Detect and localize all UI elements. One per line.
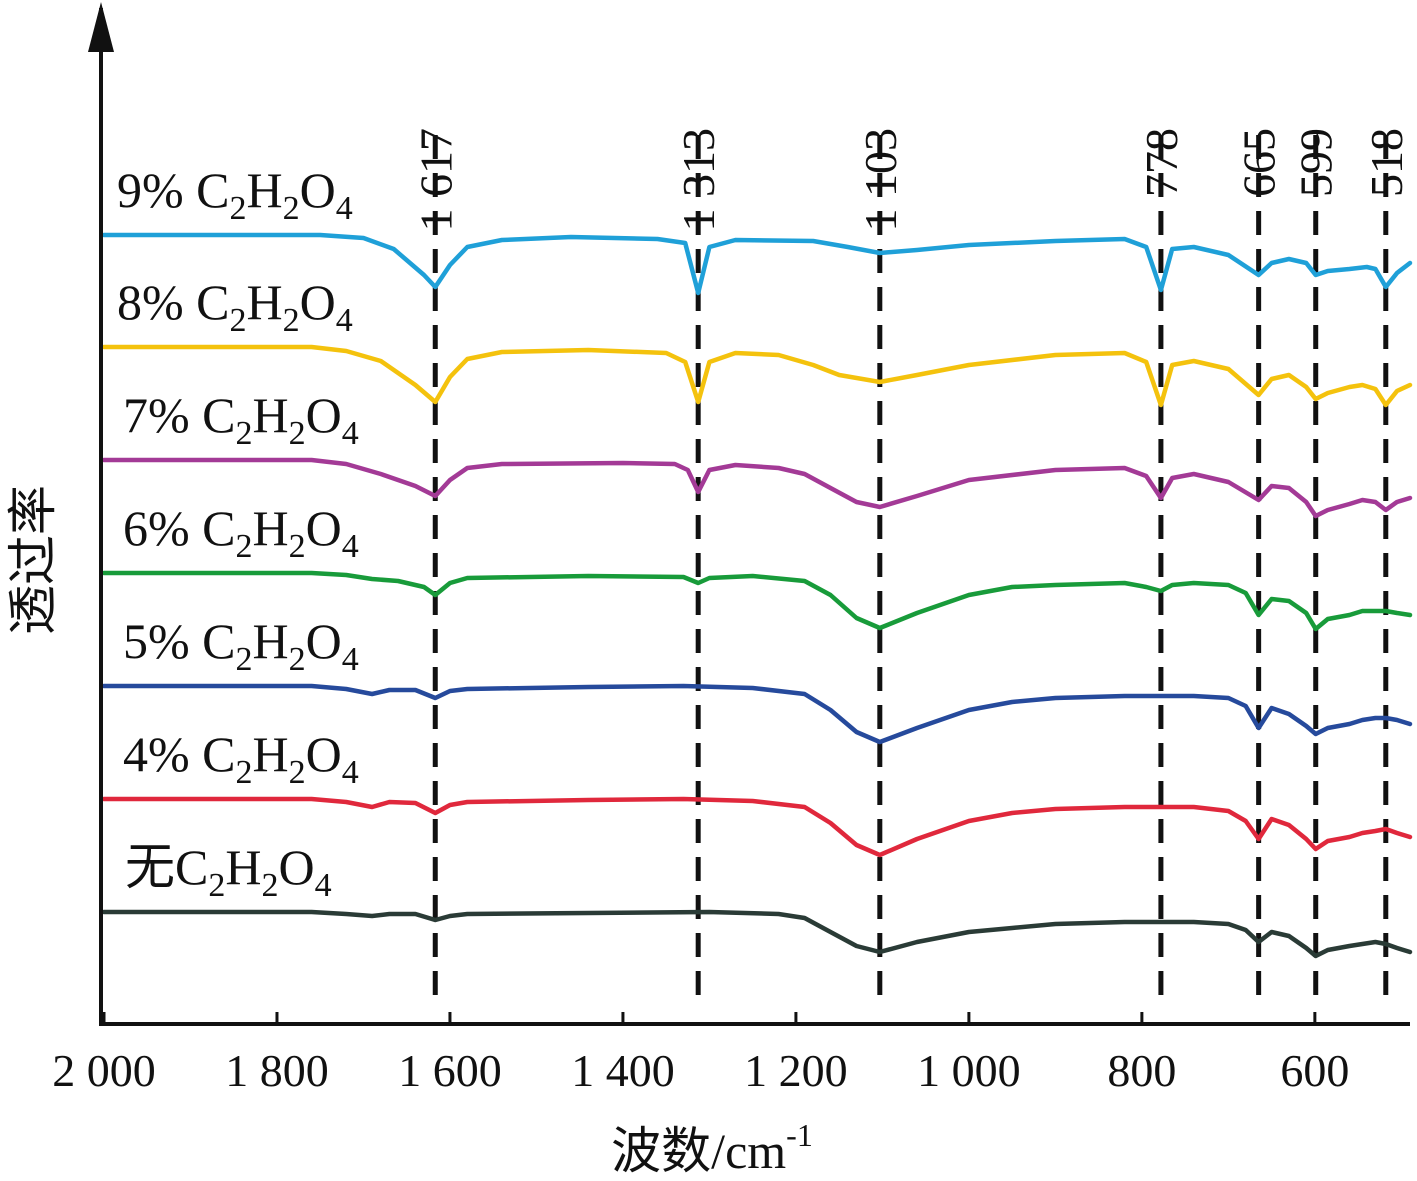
series-line — [101, 683, 1413, 745]
x-tick-label: 800 — [1107, 1045, 1176, 1096]
x-tick-label: 600 — [1280, 1045, 1349, 1096]
x-tick-label: 1 400 — [571, 1045, 675, 1096]
series-label: 8% C2H2O4 — [117, 274, 353, 339]
x-tick-label: 1 200 — [744, 1045, 848, 1096]
series-line — [101, 570, 1413, 632]
series-label: 7% C2H2O4 — [123, 387, 359, 452]
x-tick-label: 1 000 — [917, 1045, 1021, 1096]
x-tick-label: 2 000 — [52, 1045, 156, 1096]
series-label: 6% C2H2O4 — [123, 500, 359, 565]
series-line — [101, 796, 1413, 858]
x-tick-label: 1 600 — [398, 1045, 502, 1096]
series-label: 4% C2H2O4 — [123, 726, 359, 791]
x-axis-title-superscript: -1 — [786, 1117, 813, 1153]
series-labels: 9% C2H2O4 8% C2H2O4 7% C2H2O4 6% C2H2O4 5% C… — [117, 162, 359, 904]
peak-label: 778 — [1136, 128, 1187, 197]
series-lines — [101, 232, 1413, 959]
x-axis-title: 波数/cm-1 — [611, 1117, 813, 1179]
peak-label: 1 617 — [410, 128, 461, 232]
series-label: 5% C2H2O4 — [123, 613, 359, 678]
y-axis-title: 透过率 — [5, 485, 61, 635]
axes — [88, 2, 1410, 1026]
peak-label: 665 — [1234, 128, 1285, 197]
series-label: 无C2H2O4 — [125, 839, 332, 904]
series-line — [101, 344, 1413, 408]
peak-label: 1 313 — [673, 128, 724, 232]
x-tick-label: 1 800 — [225, 1045, 329, 1096]
series-line — [101, 457, 1413, 519]
peak-label: 599 — [1291, 128, 1342, 197]
series-line — [101, 232, 1413, 296]
x-ticks: 2 000 1 800 1 600 1 400 1 200 1 000 800 600 — [52, 1012, 1349, 1096]
y-axis-arrow-icon — [88, 2, 114, 52]
series-label: 9% C2H2O4 — [117, 162, 353, 227]
peak-label: 1 103 — [855, 128, 906, 232]
series-line — [101, 909, 1413, 959]
peak-lines: 1 617 1 313 1 103 778 665 599 518 — [410, 128, 1412, 1005]
peak-label: 518 — [1361, 128, 1412, 197]
